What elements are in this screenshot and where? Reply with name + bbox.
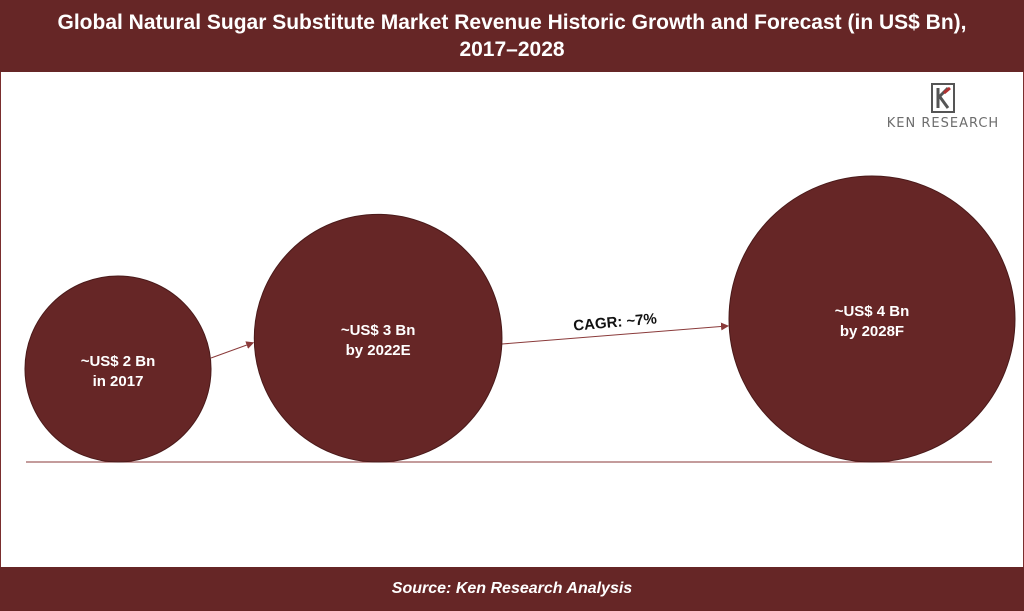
growth-arrow bbox=[501, 322, 729, 345]
bubble-2022E bbox=[253, 213, 503, 463]
source-band: Source: Ken Research Analysis bbox=[0, 567, 1024, 611]
logo-wordmark: KEN RESEARCH bbox=[886, 116, 1000, 131]
title-band: Global Natural Sugar Substitute Market R… bbox=[0, 0, 1024, 72]
bubble-value-label: ~US$ 3 Bn bbox=[341, 322, 416, 339]
ken-research-logo: KEN RESEARCH bbox=[868, 82, 1018, 134]
growth-arrow bbox=[210, 341, 255, 359]
bubble-year-label: by 2028F bbox=[840, 323, 904, 340]
bubble-2017 bbox=[24, 275, 212, 463]
chart-title-line1: Global Natural Sugar Substitute Market R… bbox=[57, 11, 967, 34]
source-note: Source: Ken Research Analysis bbox=[391, 580, 633, 597]
chart-title-line2: 2017–2028 bbox=[459, 38, 565, 61]
bubble-value-label: ~US$ 4 Bn bbox=[835, 303, 910, 320]
bubble-value-label: ~US$ 2 Bn bbox=[81, 353, 156, 370]
cagr-annotation: CAGR: ~7% bbox=[573, 310, 658, 334]
bubble-2028F bbox=[728, 175, 1016, 463]
ken-research-logo-icon bbox=[931, 83, 955, 113]
bubble-year-label: by 2022E bbox=[346, 342, 411, 359]
bubble-year-label: in 2017 bbox=[93, 373, 144, 390]
